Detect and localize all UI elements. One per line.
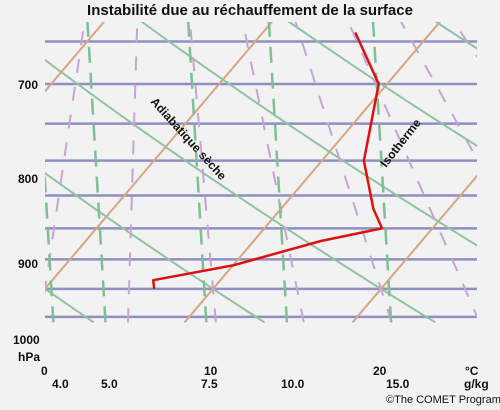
moist-adiabat-line <box>127 22 139 323</box>
mixing-ratio-line <box>267 22 289 323</box>
credit-text: ©The COMET Program <box>386 394 500 406</box>
moist-adiabat-line <box>241 22 305 323</box>
temperature-tick-0: 0 <box>41 364 48 378</box>
moist-adiabat-line <box>0 0 39 322</box>
pressure-tick-700: 700 <box>18 78 39 92</box>
mixing-ratio-line <box>45 161 55 323</box>
mixing-ratio-tick-7-5: 7.5 <box>201 377 218 391</box>
mixing-ratio-line <box>371 22 393 323</box>
moist-adiabat-line <box>347 22 477 319</box>
isobar-lines <box>45 40 477 319</box>
pressure-unit: hPa <box>18 350 41 364</box>
temperature-sounding <box>151 31 384 289</box>
isotherm-line <box>45 22 106 93</box>
moist-adiabat-line <box>294 22 393 323</box>
mixing-ratio-line <box>86 22 107 323</box>
dry-adiabat-line <box>45 58 436 324</box>
moist-adiabat-line <box>486 0 500 322</box>
chart-title: Instabilité due au réchauffement de la s… <box>87 2 413 19</box>
mixing-ratio-tick-10: 10.0 <box>281 377 305 391</box>
isotherm-line <box>45 22 274 291</box>
sounding-line <box>151 31 384 289</box>
moist-adiabat-line <box>189 22 217 323</box>
mixing-ratio-lines <box>45 22 393 323</box>
pressure-tick-800: 800 <box>18 172 39 186</box>
dry-adiabat-lines <box>45 22 477 324</box>
temperature-tick-20: 20 <box>373 364 387 378</box>
dry-adiabat-line <box>287 22 477 148</box>
pressure-tick-900: 900 <box>18 257 39 271</box>
moist-adiabat-line <box>45 22 86 296</box>
moist-adiabat-lines <box>0 0 500 323</box>
mixing-ratio-tick-5: 5.0 <box>101 377 118 391</box>
isotherm-line <box>351 174 477 323</box>
dry-adiabat-line <box>140 22 477 247</box>
temperature-unit: °C <box>465 364 479 378</box>
temperature-tick-10: 10 <box>204 364 218 378</box>
mixing-ratio-tick-4: 4.0 <box>52 377 69 391</box>
mixing-ratio-tick-15: 15.0 <box>386 377 410 391</box>
mixing-ratio-line <box>187 22 208 323</box>
dry-adiabat-line <box>45 171 266 324</box>
mixing-ratio-unit: g/kg <box>464 377 489 391</box>
pressure-tick-1000: 1000 <box>13 333 40 347</box>
